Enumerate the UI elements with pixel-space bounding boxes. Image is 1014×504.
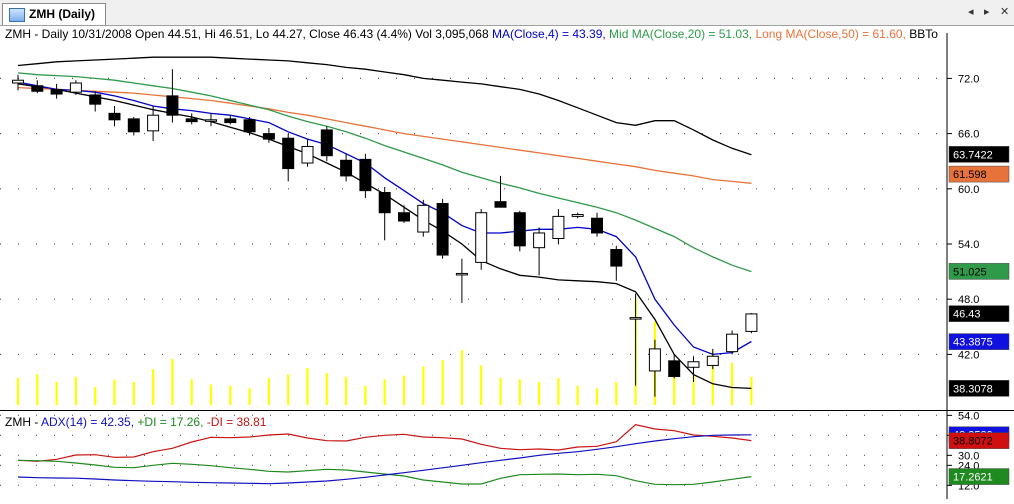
bollinger-lower-value-tag-box [948,380,1010,397]
candle-up [475,212,488,263]
moving-average-lines [17,56,752,390]
bollinger-lower-value-tag: 38.3078 [953,383,993,395]
candle-down [166,95,179,116]
price-tick-label: 54.0 [958,239,979,251]
candlesticks [12,69,758,397]
price-header-symbol: ZMH - Daily 10/31/2008 Open 44.51, Hi 46… [5,27,492,41]
candle-up [147,114,160,132]
long-ma-value-tag: 61.598 [953,169,987,181]
price-header-ma-mid: Mid MA(Close,20) = 51.03, [609,27,756,41]
candle-down [359,158,372,192]
candle-up [69,82,82,93]
price-tick-label: 42.0 [958,349,979,361]
chart-icon [9,8,25,22]
candle-up [205,119,217,122]
candle-down [378,191,391,214]
candle-down [591,217,603,234]
candle-up [745,313,758,332]
chart-canvas[interactable]: 72.0 66.0 60.0 54.0 48.0 42.0 63.7422 61.598 51.… [0,25,1014,499]
adx-header: ZMH - ADX(14) = 42.35, +DI = 17.26, -DI … [5,415,266,429]
bollinger-upper-line [17,56,752,156]
candle-down [494,201,507,208]
price-tick-label: 72.0 [958,73,979,85]
adx-lines [17,424,752,486]
short-ma-value-tag-box [948,333,1010,350]
candle-up [552,215,565,239]
mid-ma-value-tag: 51.025 [953,266,987,278]
price-tick-label: 48.0 [958,294,979,306]
price-header-ma-long: Long MA(Close,50) = 61.60, [755,27,910,41]
long-ma-value-tag-box [948,165,1010,183]
candle-down [610,249,623,267]
mid-ma-value-tag-box [948,263,1010,280]
candle-up [706,355,719,366]
candle-up [687,361,700,368]
price-tick-label: 66.0 [958,129,979,141]
candle-up [533,232,546,249]
price-tick-label: 60.0 [958,184,979,196]
candle-up [301,145,314,164]
candle-down [282,137,295,170]
candle-down [89,94,102,105]
candle-down [224,118,237,124]
price-header: ZMH - Daily 10/31/2008 Open 44.51, Hi 46… [5,27,938,41]
price-axis: 72.0 66.0 60.0 54.0 48.0 42.0 63.7422 61.598 51.… [947,73,1010,397]
adx-header-pdi: +DI = 17.26, [137,415,207,429]
mid-ma-line [17,72,752,273]
bollinger-upper-value-tag-box [948,146,1010,163]
adx-line [17,434,752,485]
price-grid [0,77,947,355]
candle-down [398,212,410,222]
candle-down [127,118,140,133]
bollinger-upper-value-tag: 63.7422 [953,149,993,161]
candle-up [12,79,24,84]
scroll-right-icon[interactable]: ▸ [984,6,990,18]
chart-area[interactable]: 72.0 66.0 60.0 54.0 48.0 42.0 63.7422 61.598 51.… [0,25,1014,499]
long-ma-line [17,86,752,184]
tab-zmh-daily[interactable]: ZMH (Daily) [2,3,106,25]
tab-bar: ZMH (Daily) ◂ ▸ ✕ [0,0,1014,26]
adx-header-name: ZMH - [5,415,41,429]
candle-up [648,348,661,372]
candle-up [571,214,584,217]
adx-header-mdi: -DI = 38.81 [206,415,267,429]
price-header-tail: BBTo [909,27,938,41]
candle-down [262,133,275,140]
plus-di-value-tag-box [948,468,1010,485]
volume-bars [16,299,753,405]
adx-tick-label: 54.0 [958,410,979,422]
adx-header-adx: ADX(14) = 42.35, [41,415,138,429]
candle-down [108,112,121,121]
minus-di-value-tag-box [948,432,1010,449]
plus-di-value-tag: 17.2621 [953,472,993,484]
minus-di-value-tag: 38.8072 [953,436,993,448]
tab-title: ZMH (Daily) [29,7,95,21]
short-ma-line [17,81,752,356]
candle-up [455,272,468,276]
candle-down [513,212,526,247]
adx-tick-label: 30.0 [958,450,979,462]
close-icon[interactable]: ✕ [1000,6,1010,18]
short-ma-value-tag: 43.3875 [953,337,993,349]
adx-axis: 54.042.030.024.012.042.352938.807217.262… [947,410,1010,492]
candle-down [436,203,449,256]
price-header-ma-short: MA(Close,4) = 43.39, [491,27,610,41]
scroll-left-icon[interactable]: ◂ [968,6,974,18]
plus-di-line [17,459,752,486]
candle-down [668,360,681,377]
candle-down [31,85,44,92]
candle-up [726,333,739,353]
candle-down [185,118,198,123]
minus-di-line [17,424,752,462]
candle-down [50,88,63,95]
close-value-tag-box [948,305,1010,322]
candle-up [629,317,642,320]
close-value-tag: 46.43 [953,309,981,321]
candle-down [320,129,333,157]
candle-down [340,159,353,177]
candle-up [417,204,430,233]
candle-down [243,119,256,133]
